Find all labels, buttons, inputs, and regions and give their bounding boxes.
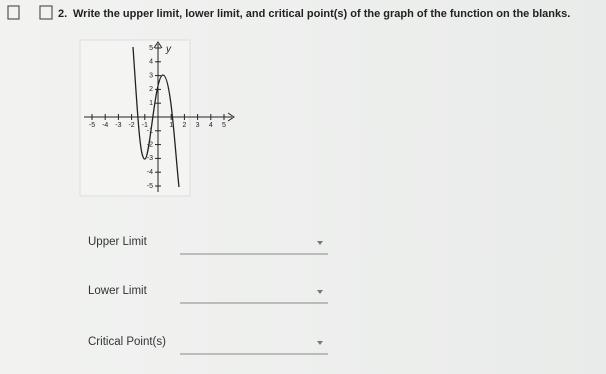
note-icon[interactable] bbox=[39, 5, 53, 20]
y-tick-label: 3 bbox=[149, 72, 153, 79]
x-arrow bbox=[227, 112, 235, 122]
dropdown-arrow[interactable] bbox=[317, 341, 323, 345]
y-tick-label: -3 bbox=[147, 155, 153, 162]
question-text: Write the upper limit, lower limit, and … bbox=[73, 8, 570, 20]
field-label: Lower Limit bbox=[88, 285, 148, 297]
x-tick-label: 2 bbox=[182, 122, 186, 129]
bookmark-icon[interactable] bbox=[7, 5, 20, 20]
x-tick-label: 3 bbox=[196, 122, 200, 129]
x-tick-label: -5 bbox=[89, 122, 95, 129]
x-tick-label: -2 bbox=[128, 122, 134, 129]
question-number: 2. bbox=[58, 8, 67, 20]
field-label: Critical Point(s) bbox=[88, 336, 166, 348]
dropdown-arrow[interactable] bbox=[317, 241, 323, 245]
y-tick-label: 5 bbox=[149, 45, 153, 52]
x-tick-label: 4 bbox=[209, 122, 213, 129]
function-curve bbox=[132, 46, 180, 188]
y-tick-label: -1 bbox=[147, 128, 153, 135]
y-tick-label: 1 bbox=[149, 100, 153, 107]
y-arrow bbox=[153, 41, 163, 49]
y-tick-label: -2 bbox=[147, 141, 153, 148]
y-tick-label: -5 bbox=[147, 183, 153, 190]
graph-frame bbox=[79, 39, 191, 197]
answer-fields: Upper Limit Lower Limit Critical Point(s) bbox=[88, 236, 328, 355]
x-tick-label: 5 bbox=[222, 122, 226, 129]
graph: y -5 -4 -3 -2 -1 1 2 3 4 5 5 4 3 2 1 -1 -2 -3 -4 -5 bbox=[79, 39, 235, 197]
dropdown-arrow[interactable] bbox=[317, 290, 323, 294]
y-tick-label: -4 bbox=[147, 169, 153, 176]
y-tick-label: 4 bbox=[149, 59, 153, 66]
x-tick-label: -1 bbox=[142, 122, 148, 129]
x-tick-label: -3 bbox=[115, 122, 121, 129]
y-tick-label: 2 bbox=[149, 86, 153, 93]
x-tick-label: 1 bbox=[169, 122, 173, 129]
x-tick-label: -4 bbox=[102, 122, 108, 129]
y-axis-label: y bbox=[165, 44, 172, 55]
field-label: Upper Limit bbox=[88, 236, 148, 248]
